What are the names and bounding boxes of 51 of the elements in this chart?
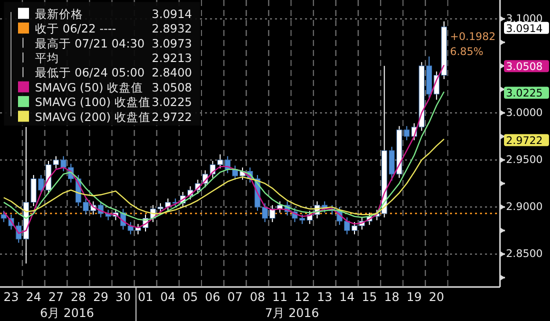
x-tick-label: 12 (294, 290, 310, 304)
x-tick-label: 11 (272, 290, 288, 304)
x-tick-label: 24 (26, 290, 42, 304)
x-tick-label: 07 (227, 290, 243, 304)
x-tick-label: 19 (406, 290, 422, 304)
legend-label: SMAVG (50) 收盘值 (35, 80, 144, 94)
annotation: 2.9213 (152, 50, 192, 65)
x-tick-label: 14 (339, 290, 355, 304)
candlestick (0, 210, 7, 223)
annotation: 3.0508 (152, 80, 192, 94)
x-tick-label: 30 (115, 290, 131, 304)
x-tick-label: 29 (93, 290, 108, 304)
x-tick-label: 28 (70, 290, 86, 304)
annotation: +0.1982 (450, 30, 496, 43)
x-tick-label: 06 (205, 290, 220, 304)
x-tick-label: 08 (250, 290, 266, 304)
x-tick-label: 23 (4, 290, 19, 304)
x-tick-label: 05 (182, 290, 198, 304)
annotation: 3.0914 (152, 6, 192, 21)
annotation: 2.9722 (152, 110, 192, 124)
text: 6月 2016 (40, 306, 94, 320)
x-tick-label: 04 (160, 290, 176, 304)
legend-label: 最新价格 (35, 6, 83, 21)
candlestick (299, 214, 306, 224)
legend-label: 收于 06/22 ---- (35, 22, 116, 36)
annotation: 最低于 06/24 05:00 (35, 66, 145, 80)
annotation: 平均 (35, 50, 59, 65)
text: 3.0225 (506, 88, 543, 100)
legend-label: SMAVG (200) 收盘值 (35, 110, 150, 124)
annotation: 6.85% (450, 46, 484, 58)
y-tick-label: 2.8500 (506, 248, 543, 260)
x-tick-label: 13 (316, 290, 332, 304)
annotation: 3.0973 (152, 36, 192, 50)
x-tick-label: 27 (48, 290, 64, 304)
annotation: 2.8932 (152, 22, 192, 36)
y-tick-label: 3.1000 (506, 12, 543, 25)
text: 3.0914 (506, 22, 544, 35)
annotation: 最高于 07/21 04:30 (35, 36, 145, 50)
legend-label: SMAVG (100) 收盘值 (35, 95, 150, 110)
y-tick-label: 2.9500 (506, 154, 543, 166)
annotation: 2.8400 (152, 66, 192, 80)
annotation: 3.0225 (152, 95, 192, 110)
x-tick-label: 15 (362, 290, 378, 304)
text: 3.0508 (506, 61, 543, 74)
x-tick-label: 18 (384, 290, 400, 304)
text: 2.9722 (506, 135, 543, 148)
text: 7月 2016 (265, 306, 319, 320)
x-tick-label: 20 (428, 290, 444, 304)
y-tick-label: 2.9000 (506, 201, 543, 214)
y-tick-label: 3.0000 (506, 106, 543, 119)
x-tick-label: 01 (138, 290, 154, 304)
